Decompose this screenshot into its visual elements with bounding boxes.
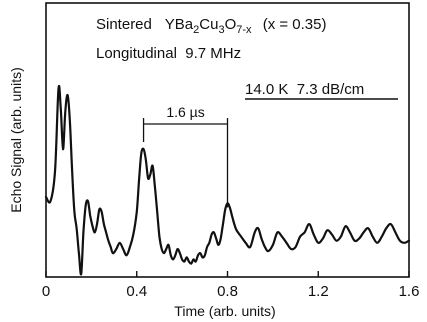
formula-sub-3: 7-x (236, 24, 252, 36)
x-axis-label: Time (arb. units) (174, 303, 275, 319)
conditions-label: 14.0 K 7.3 dB/cm (245, 81, 364, 98)
y-axis-label: Echo Signal (arb. units) (8, 67, 24, 213)
mode-label: Longitudinal 9.7 MHz (96, 45, 241, 62)
sample-formula-label: Sintered YBa2Cu3O7-x (x = 0.35) (96, 16, 326, 37)
interval-marker: 1.6 µs (142, 104, 229, 208)
x-tick-label-3: 1.2 (308, 283, 329, 300)
formula-mid-1: Cu (199, 16, 218, 33)
x-tick-label-4: 1.6 (399, 283, 420, 300)
echo-signal-line (44, 84, 411, 276)
interval-label: 1.6 µs (166, 104, 204, 120)
formula-mid-2: O (225, 16, 237, 33)
formula-main: YBa (165, 16, 194, 33)
formula-sub-1: 2 (193, 24, 199, 36)
x-tick-label-2: 0.8 (217, 283, 238, 300)
x-tick-labels: 0 0.4 0.8 1.2 1.6 (42, 283, 420, 300)
sample-condition: (x = 0.35) (263, 16, 327, 33)
formula-sub-2: 3 (218, 24, 224, 36)
sample-prefix: Sintered (96, 16, 152, 33)
x-tick-label-1: 0.4 (126, 283, 147, 300)
x-tick-label-0: 0 (42, 283, 50, 300)
x-ticks (45, 271, 410, 277)
